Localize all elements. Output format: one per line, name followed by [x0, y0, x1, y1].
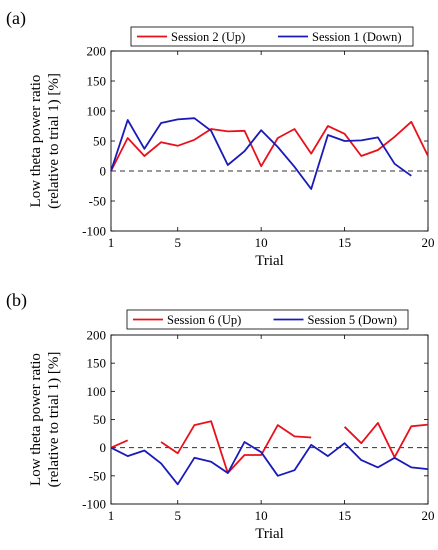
x-tick-label: 1	[108, 235, 115, 250]
series-line-up-segment-1	[110, 439, 129, 449]
y-axis-title-line1: Low theta power ratio	[28, 75, 44, 208]
legend-label: Session 1 (Down)	[312, 30, 402, 44]
y-tick-label: 50	[93, 134, 106, 149]
panel-label: (b)	[6, 290, 27, 311]
x-tick-label: 20	[422, 508, 435, 523]
series-line-up-segment-2	[160, 420, 312, 474]
y-axis-title-line2: (relative to trial 1) [%]	[46, 73, 62, 209]
y-tick-label: -50	[89, 468, 106, 483]
y-tick-label: 0	[100, 164, 107, 179]
x-tick-label: 10	[255, 235, 268, 250]
series-line-down	[110, 441, 429, 486]
x-tick-label: 1	[108, 508, 115, 523]
y-tick-label: 100	[87, 384, 107, 399]
legend-box	[130, 26, 414, 47]
series-line-up-segment-3	[343, 421, 429, 459]
x-tick-label: 20	[422, 235, 435, 250]
x-tick-label: 10	[255, 508, 268, 523]
legend: Session 2 (Up) Session 1 (Down)	[130, 26, 414, 47]
x-tick-label: 15	[338, 508, 351, 523]
y-tick-label: -50	[89, 194, 106, 209]
y-tick-label: 50	[93, 412, 106, 427]
plot-area	[110, 50, 429, 232]
y-tick-label: 200	[87, 328, 107, 343]
legend-label: Session 5 (Down)	[308, 313, 398, 327]
y-tick-label: -100	[82, 497, 106, 512]
series-line-down	[110, 117, 412, 190]
panel-label: (a)	[6, 8, 26, 29]
legend-box	[126, 309, 409, 330]
legend-label: Session 6 (Up)	[167, 313, 241, 327]
x-axis-title: Trial	[255, 526, 284, 542]
y-axis-title-line2: (relative to trial 1) [%]	[46, 352, 62, 488]
y-tick-label: 150	[87, 356, 107, 371]
plot-area	[110, 334, 429, 505]
x-tick-label: 15	[338, 235, 351, 250]
x-axis-title: Trial	[255, 253, 284, 269]
y-tick-label: 0	[100, 440, 107, 455]
legend: Session 6 (Up) Session 5 (Down)	[126, 309, 409, 330]
y-axis-title-line1: Low theta power ratio	[28, 353, 44, 486]
x-tick-label: 5	[174, 508, 181, 523]
legend-label: Session 2 (Up)	[171, 30, 245, 44]
y-tick-label: 150	[87, 74, 107, 89]
x-tick-label: 5	[174, 235, 181, 250]
series-line-up	[110, 120, 429, 172]
y-tick-label: 200	[87, 44, 107, 59]
y-tick-label: -100	[82, 224, 106, 239]
y-tick-label: 100	[87, 104, 107, 119]
